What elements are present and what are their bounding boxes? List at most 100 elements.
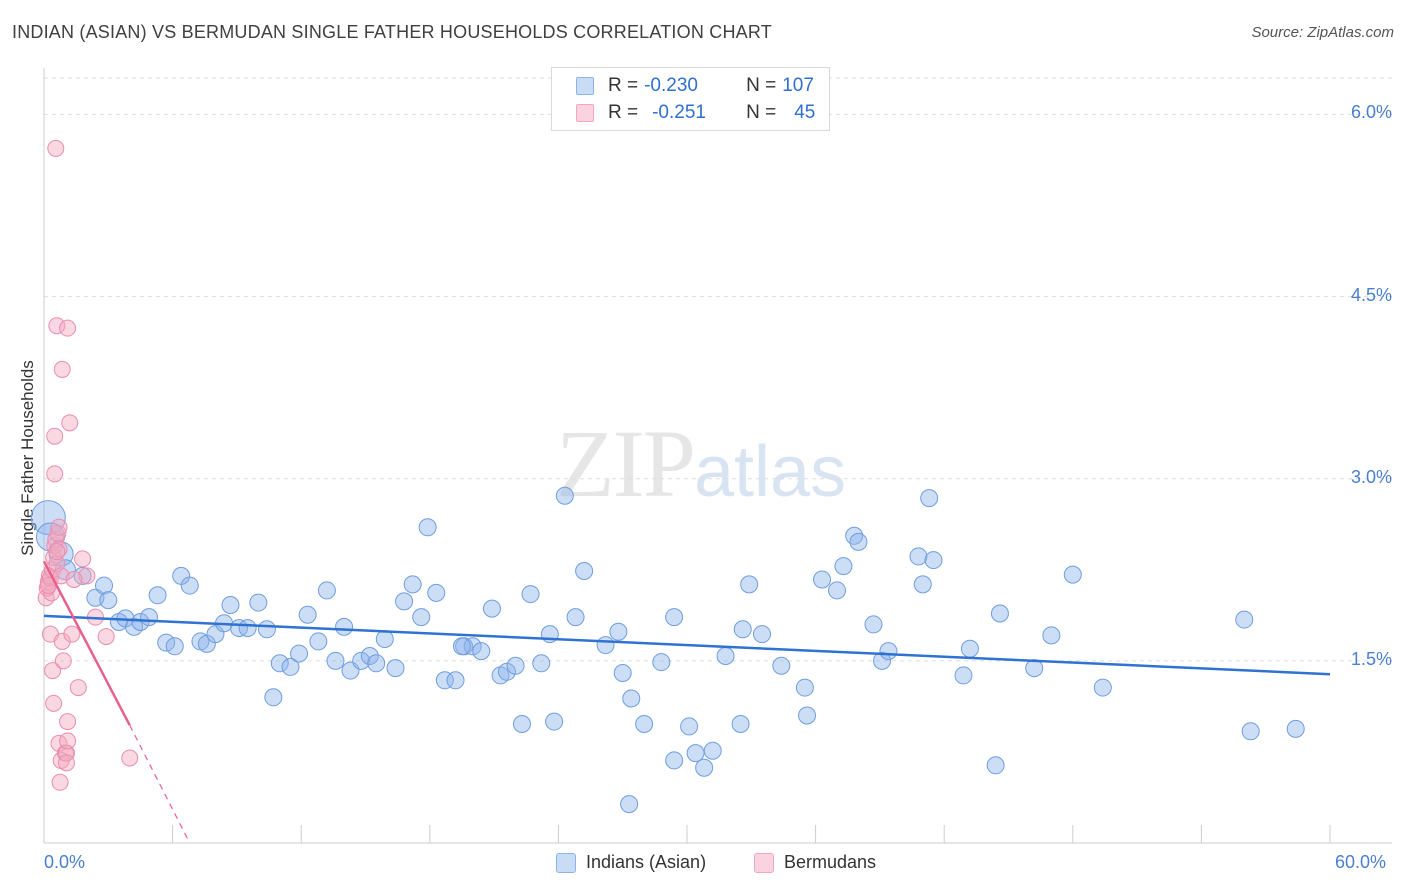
point-indians [986,756,1005,775]
point-indians [813,570,832,589]
point-bermudans [78,567,96,585]
point-indians [695,758,714,777]
point-bermudans [46,465,64,483]
point-indians [828,581,847,600]
point-indians [731,715,750,733]
point-indians [1241,722,1260,741]
point-indians [772,656,791,675]
point-indians [257,620,276,639]
point-indians [452,637,471,656]
point-indians [555,486,574,505]
point-bermudans [51,773,69,791]
point-indians [375,630,394,648]
point-indians [521,585,540,604]
point-indians [335,617,354,636]
trend-line-bermudans [42,560,131,726]
legend-n-label: N = [746,75,777,96]
trend-lines [42,560,1331,844]
point-indians [264,688,283,707]
point-indians [532,654,551,673]
point-indians [435,671,454,690]
point-indians [326,651,345,670]
legend-swatch-bermudans [754,852,774,873]
point-indians [99,591,118,610]
point-indians [270,654,289,673]
point-indians [403,575,422,594]
point-bermudans [54,652,72,670]
point-bermudans [50,518,68,536]
point-bermudans [44,662,62,680]
point-indians [1063,565,1082,584]
point-indians [873,651,892,670]
point-indians [463,637,482,656]
x-tick-label-min: 0.0% [44,852,86,872]
point-indians [472,642,491,661]
point-bermudans [59,732,77,750]
point-indians [575,562,594,580]
point-indians [733,620,752,639]
point-bermudans [63,625,81,643]
point-indians [140,608,159,627]
point-indians [620,795,639,814]
point-indians [367,654,386,673]
point-indians [131,613,150,631]
point-indians [613,664,632,682]
point-indians [849,532,868,551]
point-bermudans [97,628,115,646]
y-tick-label: 6.0% [1350,102,1392,123]
point-indians [960,639,979,658]
point-indians [446,671,465,690]
point-bermudans [58,754,76,772]
point-indians [298,605,317,624]
point-bermudans [47,139,65,157]
point-bermudans [59,319,77,337]
point-bermudans [45,694,63,712]
chart-title: INDIAN (ASIAN) VS BERMUDAN SINGLE FATHER… [12,22,772,42]
point-bermudans [65,571,83,588]
series-indians-points [30,486,1305,814]
point-indians [622,689,641,708]
point-indians [95,576,114,595]
point-indians [238,619,257,638]
point-indians [680,717,699,736]
point-bermudans [52,567,70,585]
point-indians [740,575,759,594]
point-bermudans [53,360,71,378]
point-indians [1235,610,1254,629]
point-indians [566,608,585,627]
point-indians [716,647,735,665]
legend-r-label: R = [608,75,639,96]
y-tick-label: 4.5% [1350,284,1392,305]
point-indians [249,593,268,612]
point-indians [221,596,240,614]
watermark: ZIPatlas [556,408,846,519]
point-indians [1042,626,1061,645]
point-indians [512,715,531,733]
point-indians [30,500,66,536]
point-indians [180,576,199,595]
legend-r-value: -0.251 [652,102,706,123]
point-indians [165,637,184,656]
watermark-zip: ZIP [556,410,696,517]
point-indians [386,659,405,678]
point-indians [1286,719,1305,738]
legend-label-indians: Indians (Asian) [586,852,707,872]
point-indians [990,604,1009,623]
point-indians [652,653,671,672]
point-bermudans [48,317,66,335]
point-indians [418,518,437,537]
chart-source: Source: ZipAtlas.com [1251,24,1394,41]
point-indians [795,678,814,697]
point-indians [909,547,928,566]
legend-swatch-indians [556,852,576,873]
point-indians [427,583,446,602]
point-bermudans [69,679,87,697]
legend-swatch-bermudans [576,104,594,122]
point-indians [920,489,939,508]
point-bermudans [48,543,66,561]
point-bermudans [121,749,139,767]
series-legend: Indians (Asian) Bermudans [0,852,1406,876]
point-indians [545,712,564,731]
legend-n-value: 45 [794,102,816,123]
